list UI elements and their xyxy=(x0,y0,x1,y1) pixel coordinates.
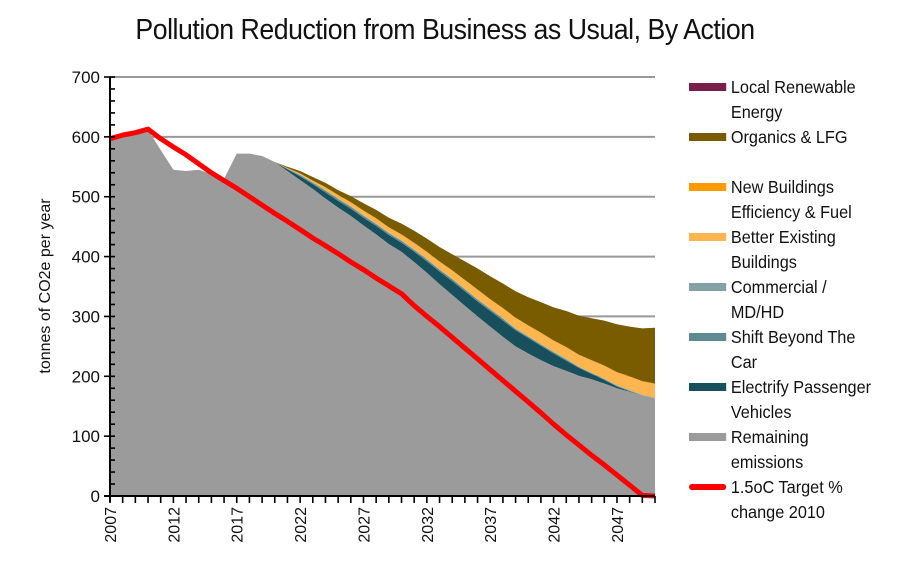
y-tick-label: 0 xyxy=(91,487,100,506)
stacked-areas xyxy=(110,129,655,496)
x-tick-label: 2047 xyxy=(610,507,627,543)
legend-label: Commercial / MD/HD xyxy=(730,277,827,322)
x-tick-label: 2037 xyxy=(483,507,500,543)
legend-swatch xyxy=(689,133,727,141)
y-tick-label: 400 xyxy=(72,248,100,267)
line-target-1-5c xyxy=(109,126,656,499)
legend-item-remaining-emissions: Remaining emissions xyxy=(689,425,897,475)
area-better-existing-buildings xyxy=(110,129,655,398)
legend-item-organics-lfg: Organics & LFG xyxy=(689,125,897,150)
legend-label: Local Renewable Energy xyxy=(730,77,856,122)
legend-label: Electrify Passenger Vehicles xyxy=(730,377,872,422)
legend-swatch xyxy=(689,283,727,291)
legend-swatch xyxy=(689,383,727,391)
legend-item-electrify-passenger-vehicles: Electrify Passenger Vehicles xyxy=(689,375,897,425)
legend-label: Organics & LFG xyxy=(730,127,848,147)
y-tick-label: 600 xyxy=(72,128,100,147)
legend-swatch xyxy=(689,333,727,341)
legend: Local Renewable Energy Organics & LFG Ne… xyxy=(689,75,897,525)
legend-item-better-existing-buildings: Better Existing Buildings xyxy=(689,225,897,275)
legend-line-swatch xyxy=(689,484,727,490)
x-tick-label: 2007 xyxy=(103,507,120,543)
legend-item-local-renewable-energy: Local Renewable Energy xyxy=(689,75,897,125)
legend-label: Remaining emissions xyxy=(730,427,809,472)
legend-label: Shift Beyond The Car xyxy=(730,327,856,372)
x-tick-label: 2032 xyxy=(420,507,437,543)
legend-swatch xyxy=(689,233,727,241)
area-organics-lfg xyxy=(110,129,655,384)
area-remaining-emissions xyxy=(110,129,655,496)
legend-swatch xyxy=(689,83,727,91)
legend-label: New Buildings Efficiency & Fuel xyxy=(730,177,852,222)
legend-swatch xyxy=(689,183,727,191)
x-tick-label: 2042 xyxy=(547,507,564,543)
y-tick-label: 200 xyxy=(72,367,100,386)
y-tick-label: 700 xyxy=(72,68,100,87)
legend-item-shift-beyond-car: Shift Beyond The Car xyxy=(689,325,897,375)
y-tick-label: 500 xyxy=(72,188,100,207)
y-axis-label: tonnes of CO2e per year xyxy=(37,198,54,374)
legend-label: Better Existing Buildings xyxy=(730,227,836,272)
legend-item-new-buildings: New Buildings Efficiency & Fuel xyxy=(689,175,897,225)
x-tick-label: 2017 xyxy=(230,507,247,543)
legend-label: 1.5oC Target % change 2010 xyxy=(730,477,843,522)
chart-title: Pollution Reduction from Business as Usu… xyxy=(135,14,755,46)
axes: 0 100 200 300 400 500 600 700 2007 2012 2017 2022 20… xyxy=(72,68,656,543)
y-tick-label: 300 xyxy=(72,307,100,326)
x-tick-label: 2022 xyxy=(293,507,310,543)
y-tick-label: 100 xyxy=(72,427,100,446)
legend-swatch xyxy=(689,433,727,441)
legend-item-commercial-mdhd: Commercial / MD/HD xyxy=(689,275,897,325)
x-tick-label: 2012 xyxy=(166,507,183,543)
legend-item-target-line: 1.5oC Target % change 2010 xyxy=(689,475,897,525)
x-tick-label: 2027 xyxy=(356,507,373,543)
legend-spacer xyxy=(689,150,897,175)
target-line-layer xyxy=(109,126,656,499)
area-shift-beyond-the-car xyxy=(110,129,655,399)
